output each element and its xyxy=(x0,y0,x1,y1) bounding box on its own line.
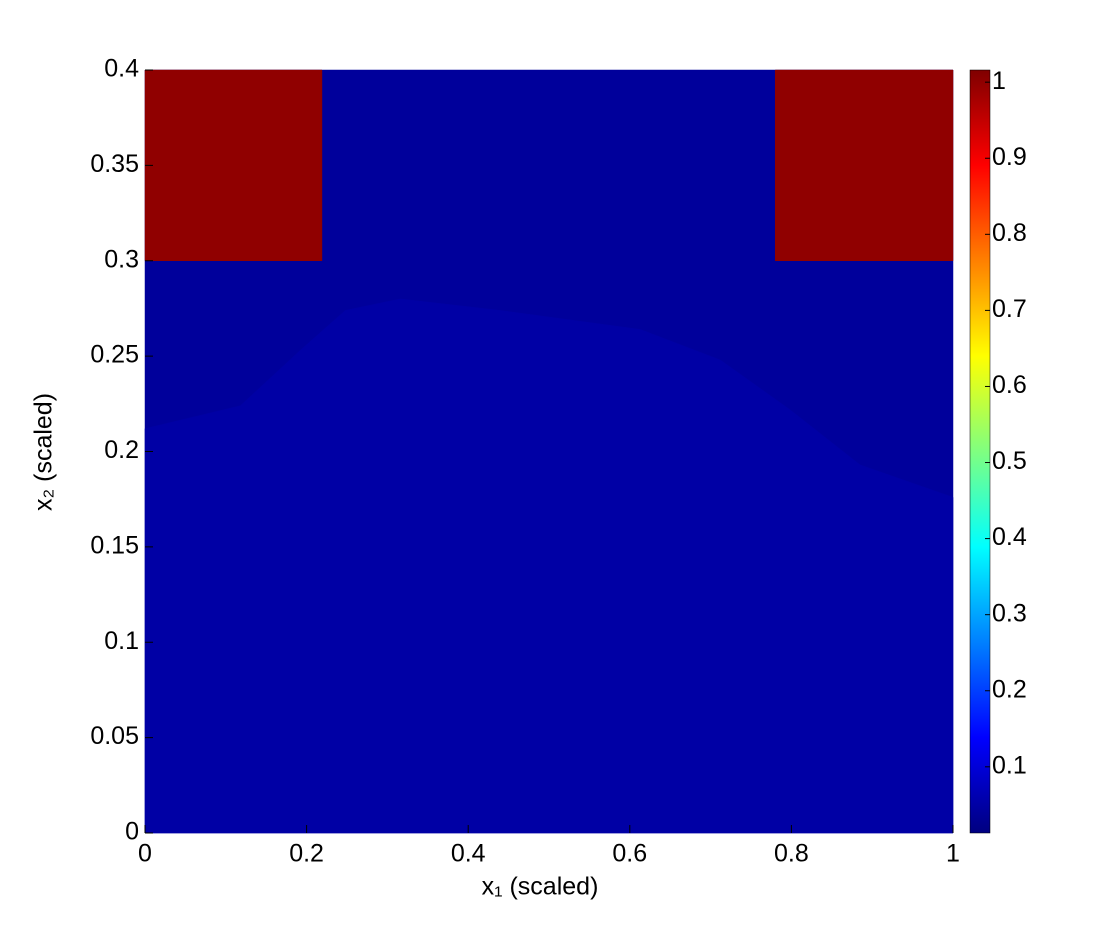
heat-region xyxy=(144,69,323,261)
y-tick-label: 0.3 xyxy=(104,245,139,273)
heat-region xyxy=(774,69,954,261)
x-tick-label: 0 xyxy=(138,840,152,868)
y-tick-label: 0.05 xyxy=(90,722,139,750)
colorbar xyxy=(969,69,991,834)
colorbar-tick-label: 1 xyxy=(992,67,1006,95)
y-tick-label: 0.15 xyxy=(90,531,139,559)
x-tick-label: 0.8 xyxy=(774,840,809,868)
colorbar-tick-label: 0.3 xyxy=(992,599,1027,627)
colorbar-tick-label: 0.5 xyxy=(992,447,1027,475)
colorbar-tick-label: 0.4 xyxy=(992,523,1027,551)
colorbar-tick-label: 0.9 xyxy=(992,143,1027,171)
colorbar-tick-label: 0.6 xyxy=(992,371,1027,399)
x-axis-label: x₁ (scaled) xyxy=(482,873,599,901)
y-tick-label: 0.35 xyxy=(90,150,139,178)
x-tick-label: 0.2 xyxy=(289,840,324,868)
x-tick-label: 0.4 xyxy=(451,840,486,868)
y-tick-label: 0.4 xyxy=(104,55,139,83)
y-tick-label: 0.25 xyxy=(90,341,139,369)
heat-region xyxy=(144,298,954,834)
x-tick-label: 1 xyxy=(946,840,960,868)
x-tick-label: 0.6 xyxy=(612,840,647,868)
y-tick-label: 0.2 xyxy=(104,436,139,464)
y-axis-label: x₂ (scaled) xyxy=(30,393,58,511)
colorbar-tick-label: 0.2 xyxy=(992,675,1027,703)
y-tick-label: 0.1 xyxy=(104,627,139,655)
colorbar-tick-label: 0.1 xyxy=(992,751,1027,779)
colorbar-tick-label: 0.8 xyxy=(992,219,1027,247)
plot-area xyxy=(144,69,954,834)
y-tick-label: 0 xyxy=(125,818,139,846)
colorbar-tick-label: 0.7 xyxy=(992,295,1027,323)
